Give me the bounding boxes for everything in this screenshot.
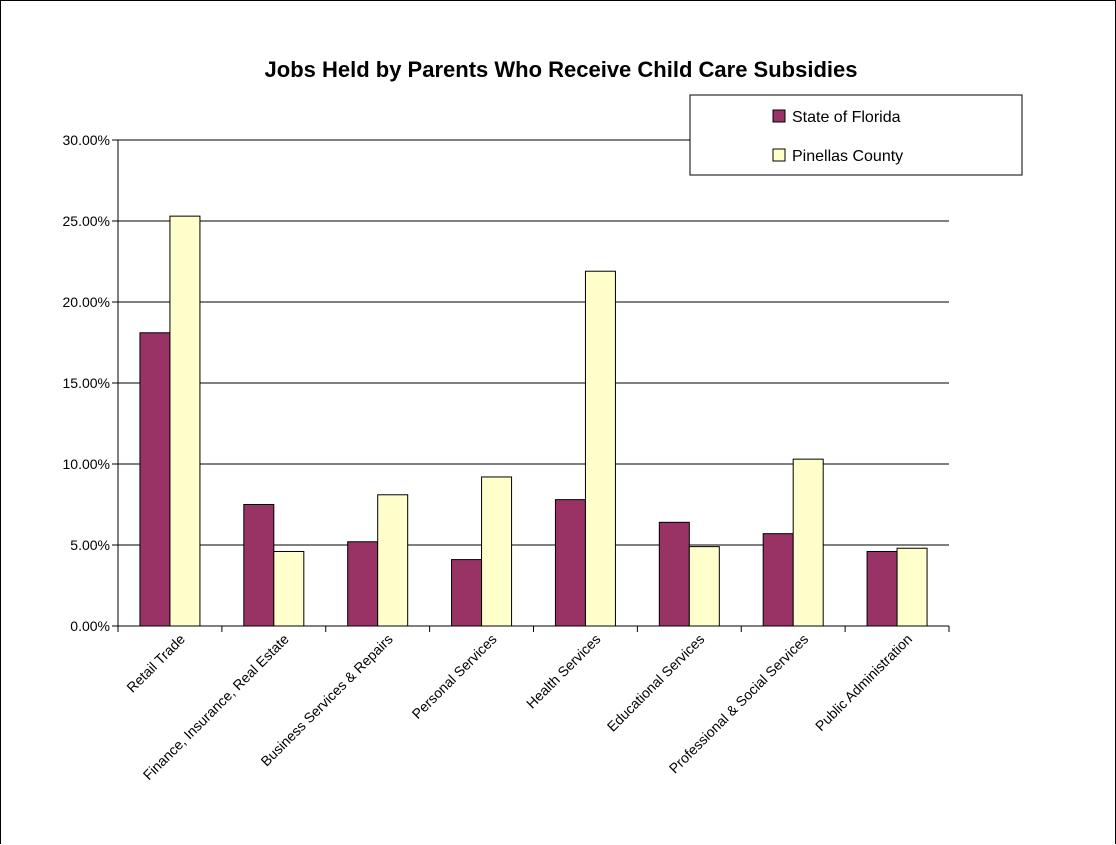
bar-pinellas-county [792,458,824,627]
bar-state-of-florida [451,559,483,627]
x-tick-label: Health Services [523,631,604,712]
legend-swatch-florida [772,109,786,123]
bar-state-of-florida [139,332,171,627]
y-tick-label: 30.00% [63,132,110,148]
y-tick-labels: 0.00% 5.00% 10.00% 15.00% 20.00% 25.00% 30.00% [63,132,110,634]
y-tick-label: 25.00% [63,213,110,229]
y-tick-label: 20.00% [63,294,110,310]
x-tick-label: Public Administration [812,631,915,734]
bar-state-of-florida [658,521,690,627]
legend-box [689,94,1023,176]
legend: State of Florida Pinellas County [689,94,1023,176]
bar-state-of-florida [866,550,898,627]
legend-label-florida: State of Florida [792,109,901,126]
y-tick-label: 5.00% [70,537,110,553]
bar-pinellas-county [377,494,409,627]
bar-state-of-florida [762,533,794,627]
bar-state-of-florida [347,541,379,627]
y-tick-label: 15.00% [63,375,110,391]
bar-pinellas-county [688,546,720,627]
legend-label-pinellas: Pinellas County [792,148,903,165]
bar-state-of-florida [243,504,275,627]
bar-pinellas-county [169,215,201,627]
y-tick-label: 0.00% [70,618,110,634]
bar-pinellas-county [896,547,928,627]
bar-pinellas-county [273,550,305,627]
bar-state-of-florida [554,499,586,627]
legend-swatch-pinellas [772,148,786,162]
bar-pinellas-county [584,270,616,627]
x-tick-label: Retail Trade [123,631,188,696]
gridlines [118,139,949,546]
bar-pinellas-county [481,476,513,627]
bars [139,215,928,627]
y-tick-label: 10.00% [63,456,110,472]
x-tick-label: Educational Services [604,631,708,735]
x-tick-label: Personal Services [409,631,500,722]
chart-title: Jobs Held by Parents Who Receive Child C… [265,57,858,82]
axes [112,139,950,632]
